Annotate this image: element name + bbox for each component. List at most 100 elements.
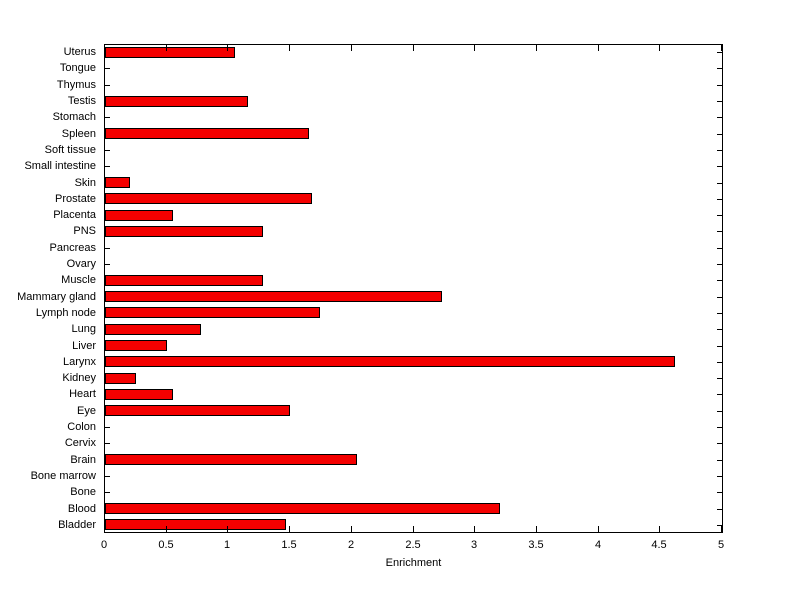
x-tick-mark: [474, 45, 475, 51]
y-tick-mark: [717, 280, 722, 281]
y-tick-mark: [717, 183, 722, 184]
x-tick-label: 3: [470, 539, 478, 551]
y-tick-mark: [717, 427, 722, 428]
x-tick-mark: [227, 526, 228, 532]
x-tick-mark: [104, 45, 105, 51]
y-tick-mark: [717, 313, 722, 314]
y-tick-label: Thymus: [56, 79, 96, 91]
bar: [105, 340, 167, 351]
x-tick-mark: [598, 526, 599, 532]
bar: [105, 128, 309, 139]
x-tick-label: 1.5: [281, 539, 297, 551]
x-axis-title: Enrichment: [385, 557, 442, 569]
y-tick-mark: [105, 117, 110, 118]
y-tick-label: Uterus: [63, 46, 96, 58]
y-tick-label: Tongue: [59, 62, 96, 74]
y-tick-mark: [105, 443, 110, 444]
y-tick-mark: [717, 264, 722, 265]
y-tick-mark: [717, 215, 722, 216]
y-tick-mark: [717, 248, 722, 249]
x-tick-mark: [166, 45, 167, 51]
y-tick-mark: [105, 492, 110, 493]
y-tick-label: Lung: [71, 323, 96, 335]
y-tick-mark: [717, 394, 722, 395]
y-tick-mark: [717, 134, 722, 135]
y-tick-mark: [717, 101, 722, 102]
y-tick-label: Lymph node: [35, 307, 96, 319]
y-tick-label: Muscle: [61, 274, 96, 286]
bar: [105, 291, 442, 302]
y-tick-label: PNS: [73, 225, 96, 237]
bar: [105, 47, 235, 58]
bar: [105, 324, 201, 335]
x-tick-label: 4.5: [651, 539, 667, 551]
y-tick-mark: [105, 264, 110, 265]
y-tick-mark: [717, 150, 722, 151]
bar: [105, 226, 263, 237]
y-tick-mark: [717, 525, 722, 526]
y-tick-label: Stomach: [52, 111, 96, 123]
y-tick-label: Testis: [67, 95, 96, 107]
y-tick-mark: [717, 378, 722, 379]
y-tick-label: Placenta: [53, 209, 96, 221]
y-tick-label: Heart: [69, 388, 96, 400]
y-tick-label: Blood: [67, 503, 96, 515]
y-tick-mark: [105, 166, 110, 167]
x-tick-mark: [413, 45, 414, 51]
y-tick-mark: [105, 150, 110, 151]
y-tick-mark: [105, 248, 110, 249]
x-tick-mark: [413, 526, 414, 532]
x-tick-mark: [536, 45, 537, 51]
y-tick-label: Colon: [67, 421, 96, 433]
x-tick-mark: [351, 45, 352, 51]
y-tick-label: Eye: [77, 405, 96, 417]
bar: [105, 307, 320, 318]
x-tick-mark: [659, 45, 660, 51]
y-tick-mark: [717, 68, 722, 69]
y-tick-label: Mammary gland: [17, 291, 96, 303]
x-tick-mark: [474, 526, 475, 532]
x-tick-label: 3.5: [528, 539, 544, 551]
y-tick-mark: [717, 52, 722, 53]
x-tick-label: 0.5: [158, 539, 174, 551]
y-tick-label: Brain: [70, 454, 96, 466]
bar: [105, 210, 173, 221]
x-tick-mark: [289, 526, 290, 532]
y-tick-mark: [717, 346, 722, 347]
y-tick-mark: [717, 117, 722, 118]
y-tick-mark: [105, 476, 110, 477]
bar: [105, 193, 312, 204]
x-tick-mark: [289, 45, 290, 51]
y-tick-mark: [717, 231, 722, 232]
y-tick-mark: [717, 329, 722, 330]
plot-area: [104, 44, 723, 533]
y-tick-mark: [717, 362, 722, 363]
x-tick-mark: [721, 526, 722, 532]
y-tick-mark: [717, 199, 722, 200]
x-tick-mark: [721, 45, 722, 51]
y-tick-label: Bladder: [58, 519, 96, 531]
y-tick-label: Skin: [74, 177, 96, 189]
x-tick-mark: [536, 526, 537, 532]
bar: [105, 405, 290, 416]
bar: [105, 177, 130, 188]
y-tick-label: Bone marrow: [30, 470, 96, 482]
y-tick-label: Bone: [70, 486, 96, 498]
x-tick-label: 4: [594, 539, 602, 551]
y-tick-label: Liver: [72, 340, 96, 352]
bar: [105, 519, 286, 530]
y-tick-label: Ovary: [66, 258, 96, 270]
y-tick-label: Small intestine: [24, 160, 96, 172]
y-tick-label: Spleen: [61, 128, 96, 140]
bar: [105, 503, 500, 514]
y-tick-mark: [717, 509, 722, 510]
y-tick-label: Prostate: [55, 193, 96, 205]
bar: [105, 389, 173, 400]
x-tick-mark: [351, 526, 352, 532]
y-tick-label: Cervix: [64, 437, 96, 449]
bar: [105, 96, 248, 107]
x-tick-mark: [104, 526, 105, 532]
y-tick-mark: [105, 85, 110, 86]
y-tick-mark: [717, 411, 722, 412]
